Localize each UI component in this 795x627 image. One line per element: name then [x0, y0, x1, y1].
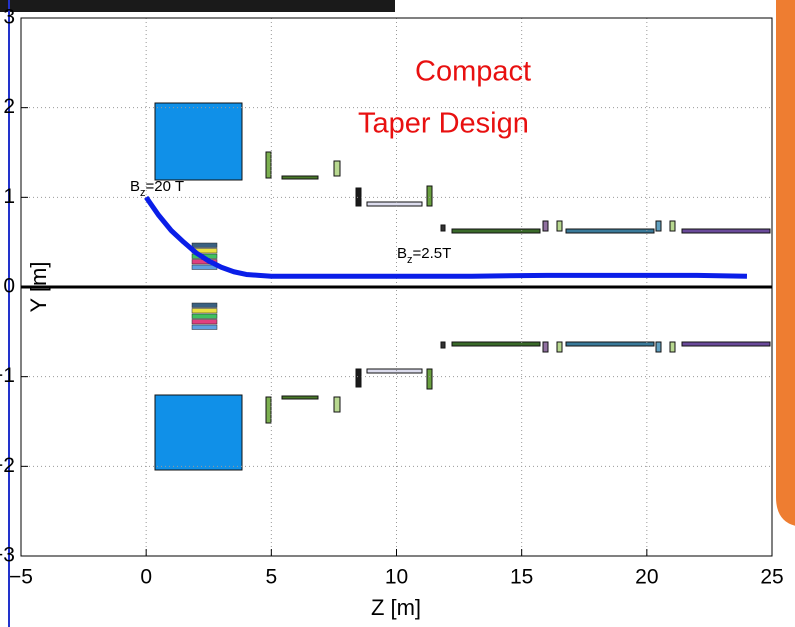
magnet: [670, 342, 675, 352]
annotation-title: Compact: [415, 56, 531, 88]
y-tick-label: 2: [3, 95, 15, 118]
solenoid-coil: [192, 309, 217, 314]
magnet: [427, 369, 432, 389]
solenoid-coil: [192, 320, 217, 325]
solenoid-coil: [192, 325, 217, 330]
y-tick-label: 0: [3, 275, 15, 298]
field-label-base: B: [397, 245, 407, 262]
x-tick-label: 0: [140, 566, 152, 589]
magnet: [566, 229, 654, 233]
magnet: [266, 152, 271, 178]
magnet: [557, 342, 562, 352]
x-tick-label: 5: [265, 566, 277, 589]
field-label: Bz=2.5T: [397, 245, 451, 266]
plot: −5 0 5 10 15 20 25 −3 −2 −1 0 1 2 3: [0, 6, 784, 589]
y-axis-label: Y [m]: [26, 262, 51, 313]
magnet: [282, 396, 318, 399]
magnet: [452, 229, 540, 233]
dark-strip: [0, 0, 395, 12]
magnet: [155, 395, 242, 470]
magnet: [670, 221, 675, 231]
magnet: [441, 342, 445, 348]
magnet: [682, 229, 770, 233]
magnet: [543, 342, 548, 352]
y-tick-label: −1: [0, 364, 15, 387]
x-tick-label: 25: [760, 566, 783, 589]
magnet: [441, 225, 445, 231]
x-tick-label: 20: [635, 566, 658, 589]
y-tick-label: 3: [3, 6, 15, 29]
x-tick-label: −5: [9, 566, 33, 589]
field-label-rest: =20 T: [146, 178, 185, 195]
magnet: [356, 369, 361, 387]
magnet: [427, 186, 432, 206]
magnet: [452, 342, 540, 346]
x-tick-label: 15: [510, 566, 533, 589]
field-label-rest: =2.5T: [413, 245, 452, 262]
callout-box: [776, 0, 795, 527]
y-tick-label: −2: [0, 454, 15, 477]
magnet: [155, 103, 242, 180]
y-tick-label: 1: [3, 185, 15, 208]
x-axis-label: Z [m]: [371, 595, 421, 620]
magnet: [367, 202, 422, 206]
chart: −5 0 5 10 15 20 25 −3 −2 −1 0 1 2 3 Compact Taper Des…: [0, 0, 795, 627]
magnet: [334, 397, 340, 412]
magnet: [656, 342, 661, 352]
trajectory-line: [146, 197, 747, 276]
magnet: [566, 342, 654, 346]
magnet: [266, 397, 271, 423]
solenoid-coil: [192, 303, 217, 308]
x-tick-label: 10: [385, 566, 408, 589]
magnet: [656, 221, 661, 231]
magnet: [367, 369, 422, 373]
annotation-title: Taper Design: [358, 108, 529, 140]
magnet: [682, 342, 770, 346]
solenoid-coil: [192, 314, 217, 319]
field-label: Bz=20 T: [130, 178, 184, 199]
magnet: [356, 188, 361, 206]
magnet: [557, 221, 562, 231]
solenoid-coil: [192, 243, 217, 248]
magnet: [334, 161, 340, 176]
magnet: [282, 176, 318, 179]
field-label-base: B: [130, 178, 140, 195]
y-tick-label: −3: [0, 544, 15, 567]
magnet: [543, 221, 548, 231]
